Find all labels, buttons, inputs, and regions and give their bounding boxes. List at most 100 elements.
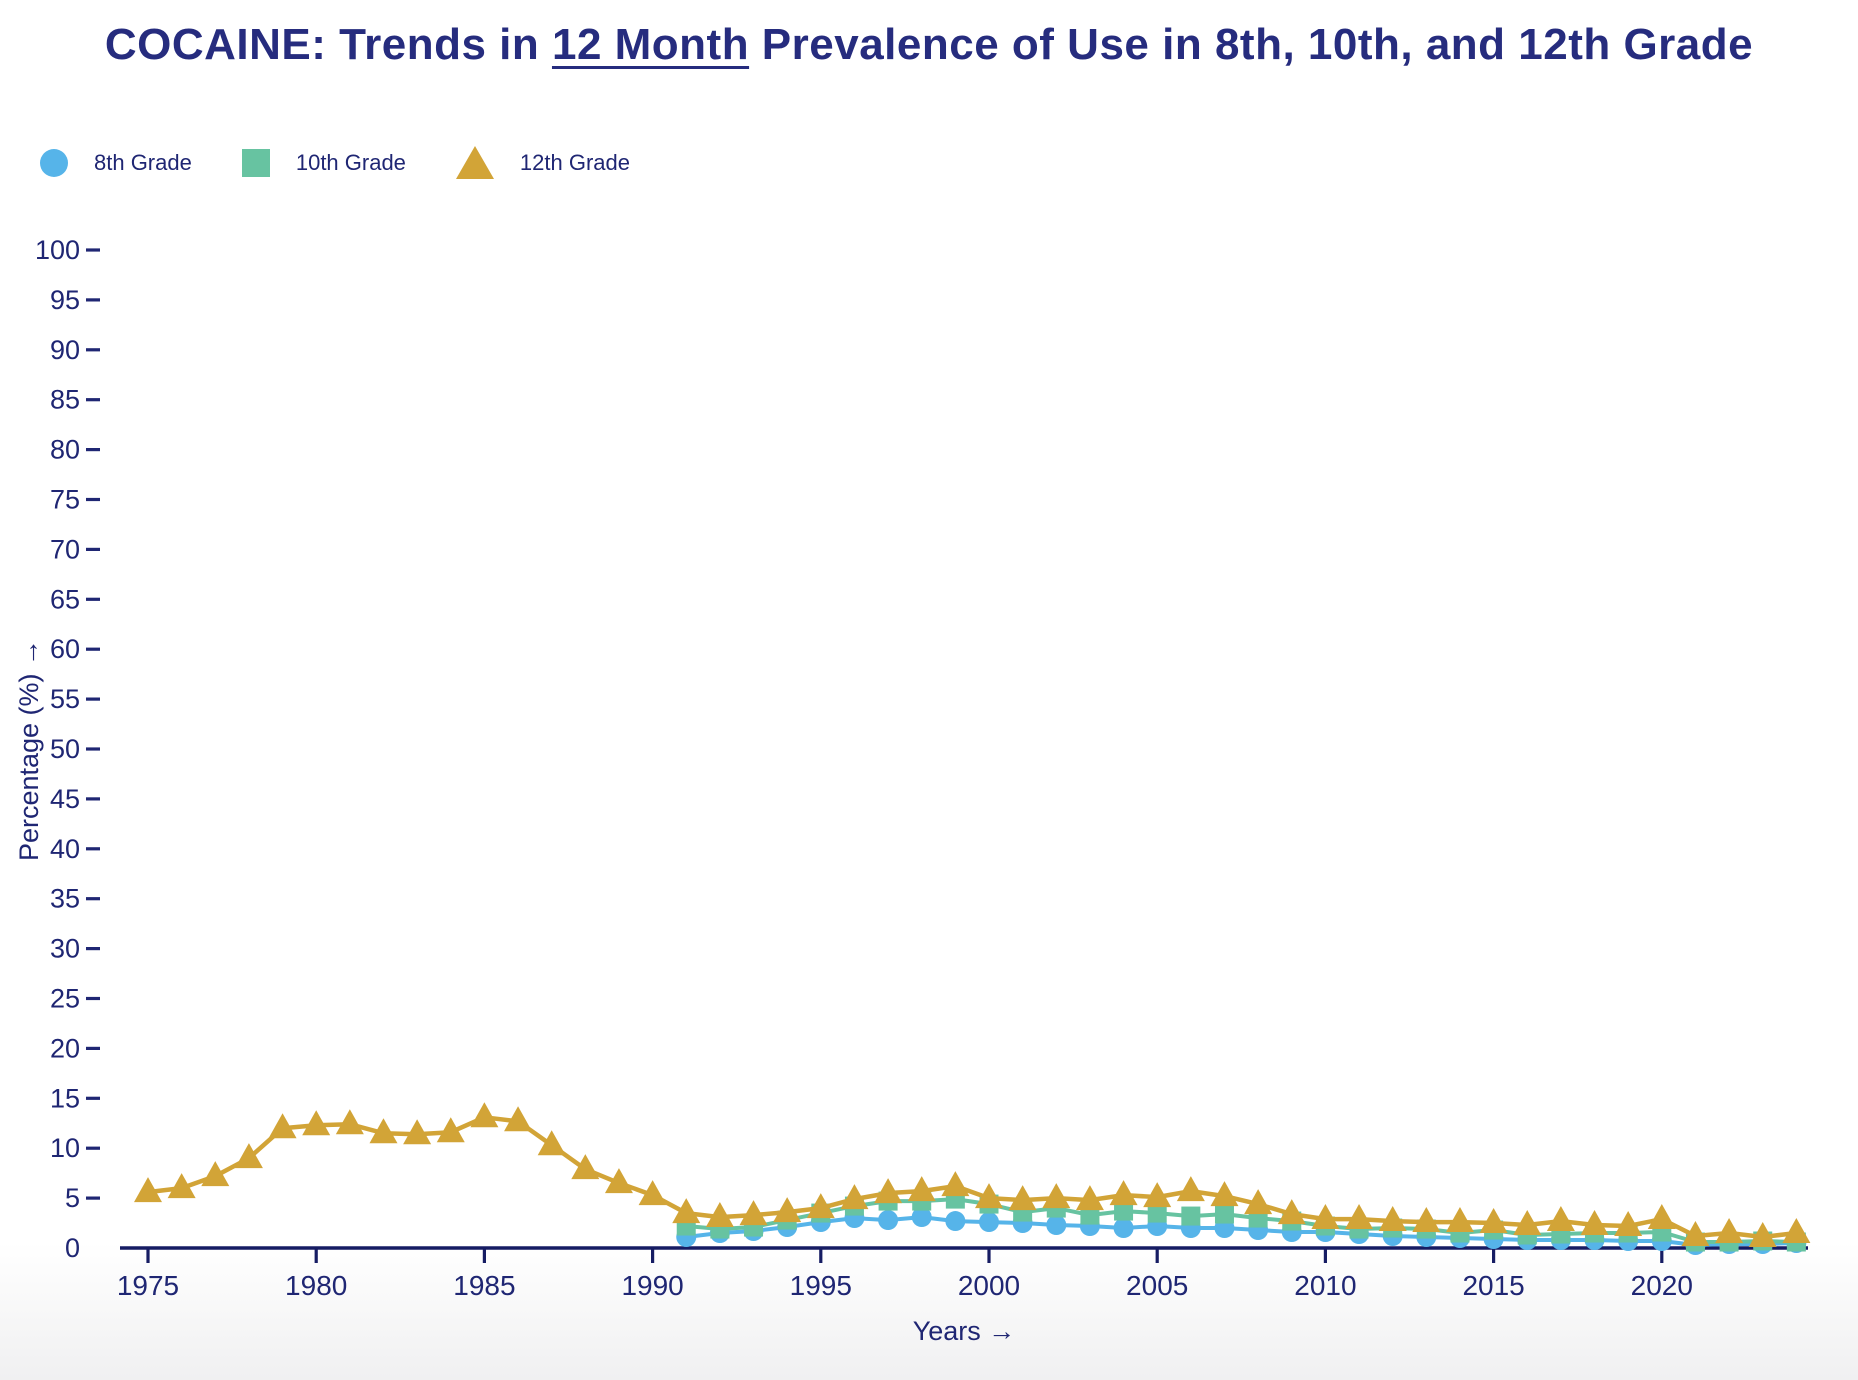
data-point-marker [1080,1205,1100,1225]
page-title: COCAINE: Trends in 12 Month Prevalence o… [0,20,1858,70]
y-axis-tick-label: 20 [50,1033,80,1063]
data-point-marker [1210,1181,1239,1207]
data-point-marker [436,1117,465,1143]
data-point-marker [1748,1222,1777,1248]
legend-label: 10th Grade [295,149,406,175]
data-point-marker [1244,1189,1273,1215]
data-point-marker [806,1193,835,1219]
y-axis-tick-label: 5 [65,1183,80,1213]
legend-item-10th-grade[interactable]: 10th Grade [241,148,406,177]
title-underlined-12-month: 12 Month [551,20,750,69]
y-axis-tick-label: 60 [50,634,80,664]
data-point-marker [1214,1204,1234,1224]
triangle-marker-icon [455,146,494,179]
chart-legend: 8th Grade 10th Grade 12th Grade [40,146,630,179]
series-line [684,1197,1799,1244]
y-axis-tick-label: 30 [50,934,80,964]
series-line [684,1215,1799,1247]
y-axis-tick-label: 0 [65,1233,80,1263]
y-axis-tick-label: 55 [50,684,80,714]
y-axis-tick-label: 25 [50,984,80,1014]
y-axis-tick-label: 95 [50,285,80,315]
data-point-marker [1113,1218,1134,1239]
data-point-marker [1513,1210,1542,1236]
data-point-marker [1378,1206,1407,1232]
x-axis-tick-label: 2010 [1294,1270,1356,1301]
x-axis-tick-label: 1975 [117,1270,179,1301]
data-point-marker [1008,1185,1037,1211]
x-axis-tick-label: 1980 [285,1270,347,1301]
circle-marker-icon [40,148,68,177]
data-point-marker [638,1180,667,1206]
y-axis-title: Percentage (%) → [14,639,44,861]
data-point-marker [1042,1183,1071,1209]
data-point-marker [941,1171,970,1197]
data-point-marker [945,1211,966,1232]
data-point-marker [1647,1204,1676,1230]
x-axis-tick-label: 2020 [1631,1270,1693,1301]
series-line [145,1115,1799,1240]
data-point-marker [1046,1215,1067,1236]
y-axis-tick-label: 80 [50,435,80,465]
data-point-marker [302,1110,331,1136]
data-point-marker [1345,1204,1374,1230]
data-point-marker [335,1109,364,1135]
data-point-marker [1075,1185,1104,1211]
y-axis-tick-label: 90 [50,335,80,365]
legend-label: 8th Grade [94,149,192,175]
data-point-marker [369,1118,398,1144]
x-axis-tick-label: 2000 [958,1270,1020,1301]
x-axis-tick-label: 1985 [453,1270,515,1301]
data-point-marker [134,1177,162,1203]
data-point-marker [979,1212,999,1233]
y-axis-tick-label: 70 [50,534,80,564]
data-point-marker [739,1200,768,1226]
x-axis-tick-label: 2005 [1126,1270,1188,1301]
data-point-marker [1412,1207,1441,1233]
data-point-marker [470,1102,499,1128]
data-point-marker [167,1173,196,1199]
data-point-marker [1479,1208,1508,1234]
square-marker-icon [241,148,270,177]
data-point-marker [907,1176,936,1202]
data-point-marker [537,1130,566,1156]
data-point-marker [975,1183,1003,1209]
title-prefix: COCAINE: Trends in [104,20,552,69]
y-axis-tick-label: 85 [50,385,80,415]
title-suffix: Prevalence of Use in 8th, 10th, and 12th… [749,20,1754,69]
data-point-marker [504,1106,533,1132]
data-point-marker [1614,1211,1643,1237]
data-point-marker [1176,1176,1205,1202]
y-axis-tick-label: 50 [50,734,80,764]
x-axis-tick-label: 2015 [1462,1270,1524,1301]
data-point-marker [911,1207,932,1228]
data-point-marker [1715,1218,1744,1244]
data-point-marker [1109,1180,1138,1206]
data-point-marker [571,1154,600,1180]
data-point-marker [1181,1206,1201,1226]
data-point-marker [1311,1204,1340,1230]
data-point-marker [1147,1203,1167,1223]
y-axis-tick-label: 40 [50,834,80,864]
y-axis-tick-label: 35 [50,884,80,914]
x-axis-tick-label: 1995 [790,1270,852,1301]
data-point-marker [403,1119,432,1145]
data-point-marker [1546,1206,1575,1232]
legend-label: 12th Grade [519,149,630,175]
legend-item-8th-grade[interactable]: 8th Grade [40,148,192,177]
data-point-marker [1143,1182,1172,1208]
y-axis-tick-label: 15 [50,1083,80,1113]
data-point-marker [201,1161,230,1187]
data-point-marker [604,1168,633,1194]
data-point-marker [1445,1207,1474,1233]
data-point-marker [1782,1218,1811,1244]
legend-item-12th-grade[interactable]: 12th Grade [455,146,630,179]
data-point-marker [1580,1210,1609,1236]
data-point-marker [672,1198,701,1224]
y-axis-tick-label: 65 [50,584,80,614]
data-point-marker [234,1143,263,1169]
data-point-marker [1277,1199,1306,1225]
data-point-marker [773,1197,802,1223]
x-axis-title: Years → [913,1316,1016,1346]
